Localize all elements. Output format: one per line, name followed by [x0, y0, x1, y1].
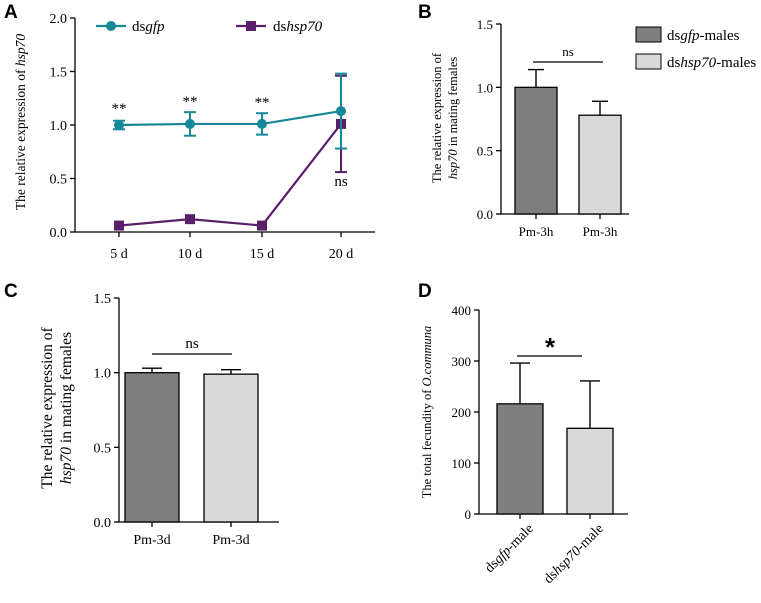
panel-b-ytick-label: 0.0 — [477, 207, 493, 222]
series-line-dshsp70 — [118, 123, 342, 227]
data-point-dsgfp — [336, 106, 346, 117]
panel-b-ytick-label: 1.0 — [477, 80, 493, 95]
panel-b-bar — [514, 86, 558, 215]
data-point-dsgfp — [185, 118, 195, 129]
panel-c-letter: C — [4, 281, 18, 302]
panel-d-xtick-dshsp70: dshsp70-male — [541, 521, 607, 587]
panel-d-bar — [566, 427, 614, 515]
panel-a-xticks: 5 d 10 d 15 d 20 d — [110, 232, 353, 262]
legend-item-dsgfp: dsgfp — [96, 19, 165, 35]
panel-b-letter: B — [418, 2, 432, 23]
legend-swatch-dshsp70-males — [635, 53, 662, 70]
panel-a-series — [113, 72, 347, 231]
panel-c-ytick-label: 0.0 — [94, 516, 112, 531]
panel-d-ylabel: The total fecundity of O.communa — [420, 326, 434, 499]
panel-c: C The relative expression of hsp70 in ma… — [4, 281, 279, 548]
panel-b-ylabel-line2: hsp70 in mating females — [446, 57, 460, 180]
data-point-dshsp70 — [257, 220, 267, 231]
panel-a-xtick-label: 15 d — [250, 247, 275, 262]
legend-marker-dsgfp — [106, 21, 116, 31]
panel-a-ytick-label: 1.5 — [50, 66, 68, 81]
panel-d-xtick-dsgfp: dsgfp-male — [482, 521, 537, 576]
panel-b: B The relative expression of hsp70 in ma… — [418, 2, 756, 239]
panel-d-yticks: 0 100 200 300 400 — [452, 303, 479, 522]
legend-item-dshsp70: dshsp70 — [236, 19, 323, 35]
panel-a-sig-label: ns — [334, 174, 348, 190]
panel-d-letter: D — [418, 281, 432, 302]
panel-a-yticks: 0.0 0.5 1.0 1.5 2.0 — [50, 12, 75, 241]
series-dsgfp — [113, 72, 347, 150]
panel-b-xtick-label: Pm-3h — [583, 224, 618, 239]
panel-a-significance: ** ** ** ns — [112, 94, 348, 190]
legend-item-dsgfp-males: dsgfp-males — [635, 26, 740, 44]
panel-d-ytick-label: 200 — [452, 405, 472, 420]
panel-c-ytick-label: 1.5 — [94, 292, 112, 307]
data-point-dsgfp — [114, 120, 124, 130]
legend-label-dsgfp-males: dsgfp-males — [667, 28, 740, 44]
panel-b-bars — [514, 68, 622, 215]
panel-d-sig-label: * — [545, 332, 556, 362]
panel-b-legend: dsgfp-males dshsp70-males — [635, 26, 756, 71]
panel-a-letter: A — [4, 2, 18, 23]
data-point-dsgfp — [257, 118, 267, 129]
panel-a-ytick-label: 2.0 — [50, 12, 68, 27]
series-line-dsgfp — [118, 110, 342, 127]
panel-b-xtick-label: Pm-3h — [519, 224, 554, 239]
panel-c-xticks: Pm-3d Pm-3d — [133, 522, 250, 548]
data-point-dshsp70 — [185, 214, 195, 225]
panel-a: A The relative expression of hsp70 0.00.… — [4, 2, 375, 262]
legend-label-dshsp70-males: dshsp70-males — [667, 55, 756, 71]
legend-label-dsgfp: dsgfp — [132, 19, 165, 35]
panel-b-ytick-label: 1.5 — [477, 17, 493, 32]
panel-a-xtick-label: 5 d — [110, 247, 128, 262]
panel-c-xtick-label: Pm-3d — [133, 533, 170, 548]
panel-a-legend: dsgfp dshsp70 — [96, 19, 323, 35]
panel-a-xtick-label: 10 d — [178, 247, 203, 262]
panel-d-ytick-label: 0 — [465, 507, 472, 522]
legend-label-dshsp70: dshsp70 — [273, 19, 323, 35]
panel-d: D The total fecundity of O.communa 0 100 2… — [418, 281, 628, 587]
panel-a-sig-label: ** — [255, 95, 270, 111]
panel-c-yticks: 0.0 0.5 1.0 1.5 — [94, 292, 119, 531]
legend-marker-dshsp70 — [246, 21, 256, 31]
panel-c-ylabel-line1: The relative expression of — [39, 326, 56, 488]
panel-b-ytick-label: 0.5 — [477, 144, 493, 159]
panel-a-ylabel: The relative expression of hsp70 — [13, 34, 28, 210]
panel-b-bar — [578, 114, 622, 215]
panel-c-sig-label: ns — [185, 336, 199, 352]
panel-d-ytick-label: 400 — [452, 303, 472, 318]
panel-c-ytick-label: 0.5 — [94, 441, 112, 456]
panel-c-ytick-label: 1.0 — [94, 367, 112, 382]
panel-b-ylabel-line1: The relative expression of — [430, 52, 444, 183]
panel-d-ytick-label: 300 — [452, 354, 472, 369]
panel-d-bars — [496, 362, 614, 519]
panel-a-xtick-label: 20 d — [329, 247, 354, 262]
panel-b-yticks: 0.0 0.5 1.0 1.5 — [477, 17, 501, 222]
panel-d-ytick-label: 100 — [452, 456, 472, 471]
legend-swatch-dsgfp-males — [635, 26, 662, 43]
panel-c-bar — [124, 372, 180, 523]
panel-a-ytick-label: 0.5 — [50, 173, 68, 188]
panel-a-sig-label: ** — [183, 94, 198, 110]
panel-c-xtick-label: Pm-3d — [212, 533, 249, 548]
panel-a-sig-label: ** — [112, 101, 127, 117]
data-point-dshsp70 — [114, 220, 124, 231]
panel-a-ytick-label: 1.0 — [50, 119, 68, 134]
panel-c-ylabel-line2: hsp70 in mating females — [58, 332, 75, 484]
legend-item-dshsp70-males: dshsp70-males — [635, 53, 756, 71]
panel-c-bar — [203, 373, 259, 523]
panel-b-xticks: Pm-3h Pm-3h — [519, 214, 618, 239]
panel-a-ytick-label: 0.0 — [50, 226, 68, 241]
panel-b-sig-label: ns — [562, 44, 574, 59]
series-dshsp70 — [114, 74, 347, 231]
panel-d-bar — [496, 403, 544, 515]
panel-c-bars — [124, 367, 259, 523]
